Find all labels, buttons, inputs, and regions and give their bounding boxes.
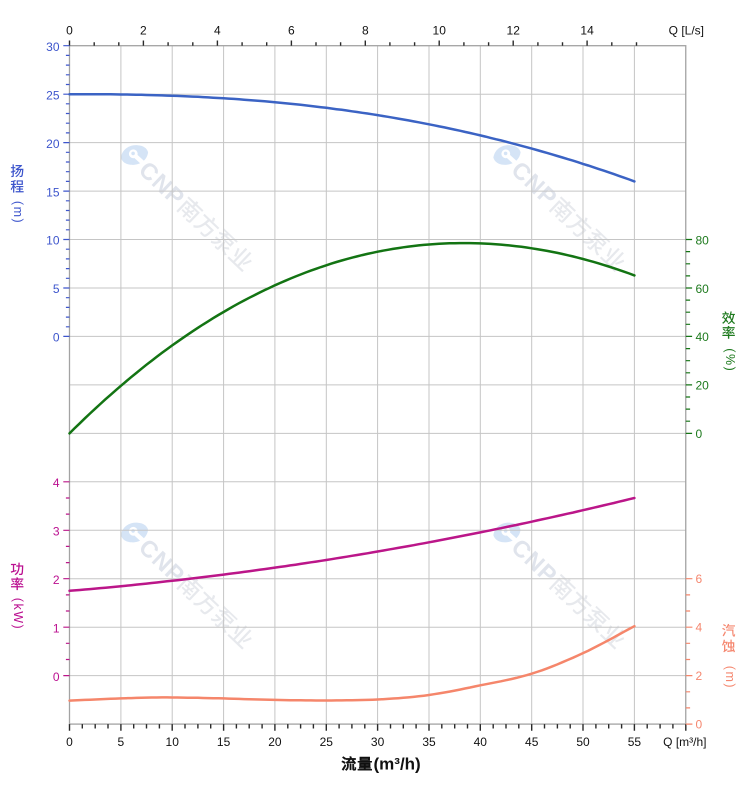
svg-text:8: 8 [362,24,369,38]
svg-text:Q [m³/h]: Q [m³/h] [663,735,706,749]
svg-text:2: 2 [53,573,60,587]
svg-text:15: 15 [217,735,231,749]
svg-text:0: 0 [696,427,703,441]
svg-text:5: 5 [118,735,125,749]
svg-text:(%): (%) [723,348,737,372]
svg-text:(m³/h): (m³/h) [374,754,421,773]
svg-text:10: 10 [166,735,180,749]
svg-text:55: 55 [628,735,642,749]
svg-text:4: 4 [214,24,221,38]
svg-text:40: 40 [474,735,488,749]
svg-text:0: 0 [53,331,60,345]
svg-text:3: 3 [53,525,60,539]
svg-text:6: 6 [696,572,703,586]
svg-text:Q [L/s]: Q [L/s] [669,24,704,38]
svg-text:15: 15 [46,185,60,199]
svg-text:25: 25 [320,735,334,749]
svg-text:4: 4 [53,476,60,490]
svg-text:12: 12 [507,24,521,38]
svg-text:10: 10 [433,24,447,38]
svg-text:20: 20 [268,735,282,749]
svg-text:6: 6 [288,24,295,38]
svg-text:45: 45 [525,735,539,749]
svg-text:5: 5 [53,282,60,296]
svg-text:25: 25 [46,88,60,102]
svg-text:(m): (m) [723,666,737,689]
svg-text:40: 40 [696,330,710,344]
svg-text:35: 35 [422,735,436,749]
svg-text:2: 2 [696,669,703,683]
svg-text:10: 10 [46,234,60,248]
svg-text:0: 0 [696,718,703,732]
svg-text:0: 0 [66,24,73,38]
svg-text:80: 80 [696,233,710,247]
svg-text:2: 2 [140,24,147,38]
svg-text:14: 14 [580,24,594,38]
svg-text:(m): (m) [11,201,25,224]
svg-text:30: 30 [371,735,385,749]
svg-text:30: 30 [46,40,60,54]
svg-text:1: 1 [53,621,60,635]
svg-text:20: 20 [46,137,60,151]
svg-text:(kW): (kW) [11,598,25,630]
svg-text:50: 50 [576,735,590,749]
svg-text:20: 20 [696,379,710,393]
svg-text:0: 0 [66,735,73,749]
svg-text:60: 60 [696,282,710,296]
svg-text:0: 0 [53,670,60,684]
svg-text:4: 4 [696,621,703,635]
